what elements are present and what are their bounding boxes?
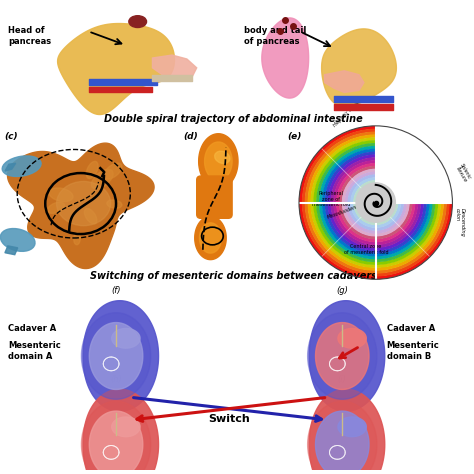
Text: (g): (g) [337,286,348,295]
Text: (f): (f) [111,286,121,295]
Wedge shape [353,180,398,225]
Ellipse shape [129,16,146,27]
Text: Head of
pancreas: Head of pancreas [8,26,51,46]
Ellipse shape [56,182,110,226]
Text: body and tail
of pancreas: body and tail of pancreas [244,26,306,46]
Wedge shape [376,121,457,202]
Wedge shape [336,163,415,242]
Wedge shape [305,132,447,273]
Polygon shape [5,163,16,171]
Bar [0,4,466,130]
Wedge shape [310,137,441,268]
Polygon shape [89,323,143,390]
Polygon shape [308,401,377,474]
Ellipse shape [46,215,56,224]
Ellipse shape [91,229,102,246]
Polygon shape [262,18,309,98]
Polygon shape [89,411,143,474]
Polygon shape [316,411,369,474]
Polygon shape [58,24,174,115]
Wedge shape [316,143,435,262]
Polygon shape [8,143,154,269]
Wedge shape [345,172,407,234]
Wedge shape [330,157,421,248]
Wedge shape [328,155,424,251]
Ellipse shape [48,204,60,211]
Wedge shape [322,149,429,256]
Wedge shape [339,166,412,239]
Ellipse shape [91,202,114,217]
Text: Hepatic flexure: Hepatic flexure [332,96,364,128]
Wedge shape [325,152,427,254]
Polygon shape [5,246,18,255]
Text: Switch: Switch [208,414,250,424]
Text: Descending
colon: Descending colon [455,208,465,237]
Wedge shape [333,160,418,245]
Ellipse shape [46,179,61,190]
Wedge shape [308,135,444,271]
Polygon shape [82,313,151,399]
Text: Mesoduodenum: Mesoduodenum [327,201,365,219]
Polygon shape [308,313,377,399]
Polygon shape [195,216,226,260]
Text: Splenic
flexure: Splenic flexure [455,163,473,183]
Text: Mesenteric
domain B: Mesenteric domain B [386,341,439,361]
Polygon shape [83,389,158,474]
Polygon shape [112,328,140,348]
Wedge shape [302,129,449,276]
Ellipse shape [93,190,111,200]
Text: Mesenteric
domain A: Mesenteric domain A [8,341,61,361]
Polygon shape [82,401,151,474]
Ellipse shape [55,211,66,222]
Text: (h): (h) [110,374,122,383]
Text: Switching of mesenteric domains between cadavers: Switching of mesenteric domains between … [90,272,376,282]
Polygon shape [316,323,369,390]
Wedge shape [313,140,438,265]
Ellipse shape [104,208,122,221]
Text: Peripheral
zone of
mesenteric fold: Peripheral zone of mesenteric fold [312,191,351,207]
Polygon shape [112,417,140,437]
Polygon shape [309,301,385,411]
Ellipse shape [2,156,41,176]
Wedge shape [319,146,432,259]
Text: Central zone
of mesenteric fold: Central zone of mesenteric fold [344,244,388,255]
Ellipse shape [215,151,230,164]
Polygon shape [322,29,396,107]
Text: Double spiral trajectory of abdominal intestine: Double spiral trajectory of abdominal in… [104,114,363,124]
Polygon shape [309,389,385,474]
Ellipse shape [0,228,35,251]
Wedge shape [347,174,404,231]
Text: (c): (c) [4,132,18,141]
Circle shape [356,183,395,222]
Text: (d): (d) [183,132,198,141]
Text: (i): (i) [338,374,346,383]
Text: Cadaver A: Cadaver A [386,324,435,333]
Polygon shape [338,417,366,437]
FancyBboxPatch shape [197,176,232,219]
Polygon shape [325,71,364,92]
Polygon shape [200,223,221,253]
Wedge shape [350,177,401,228]
Polygon shape [205,142,232,181]
Polygon shape [83,301,158,411]
Wedge shape [299,126,452,279]
Polygon shape [338,328,366,348]
Text: Cadaver A: Cadaver A [8,324,56,333]
Polygon shape [199,134,238,189]
Text: (e): (e) [287,132,301,141]
Polygon shape [153,55,197,81]
Wedge shape [342,169,410,237]
